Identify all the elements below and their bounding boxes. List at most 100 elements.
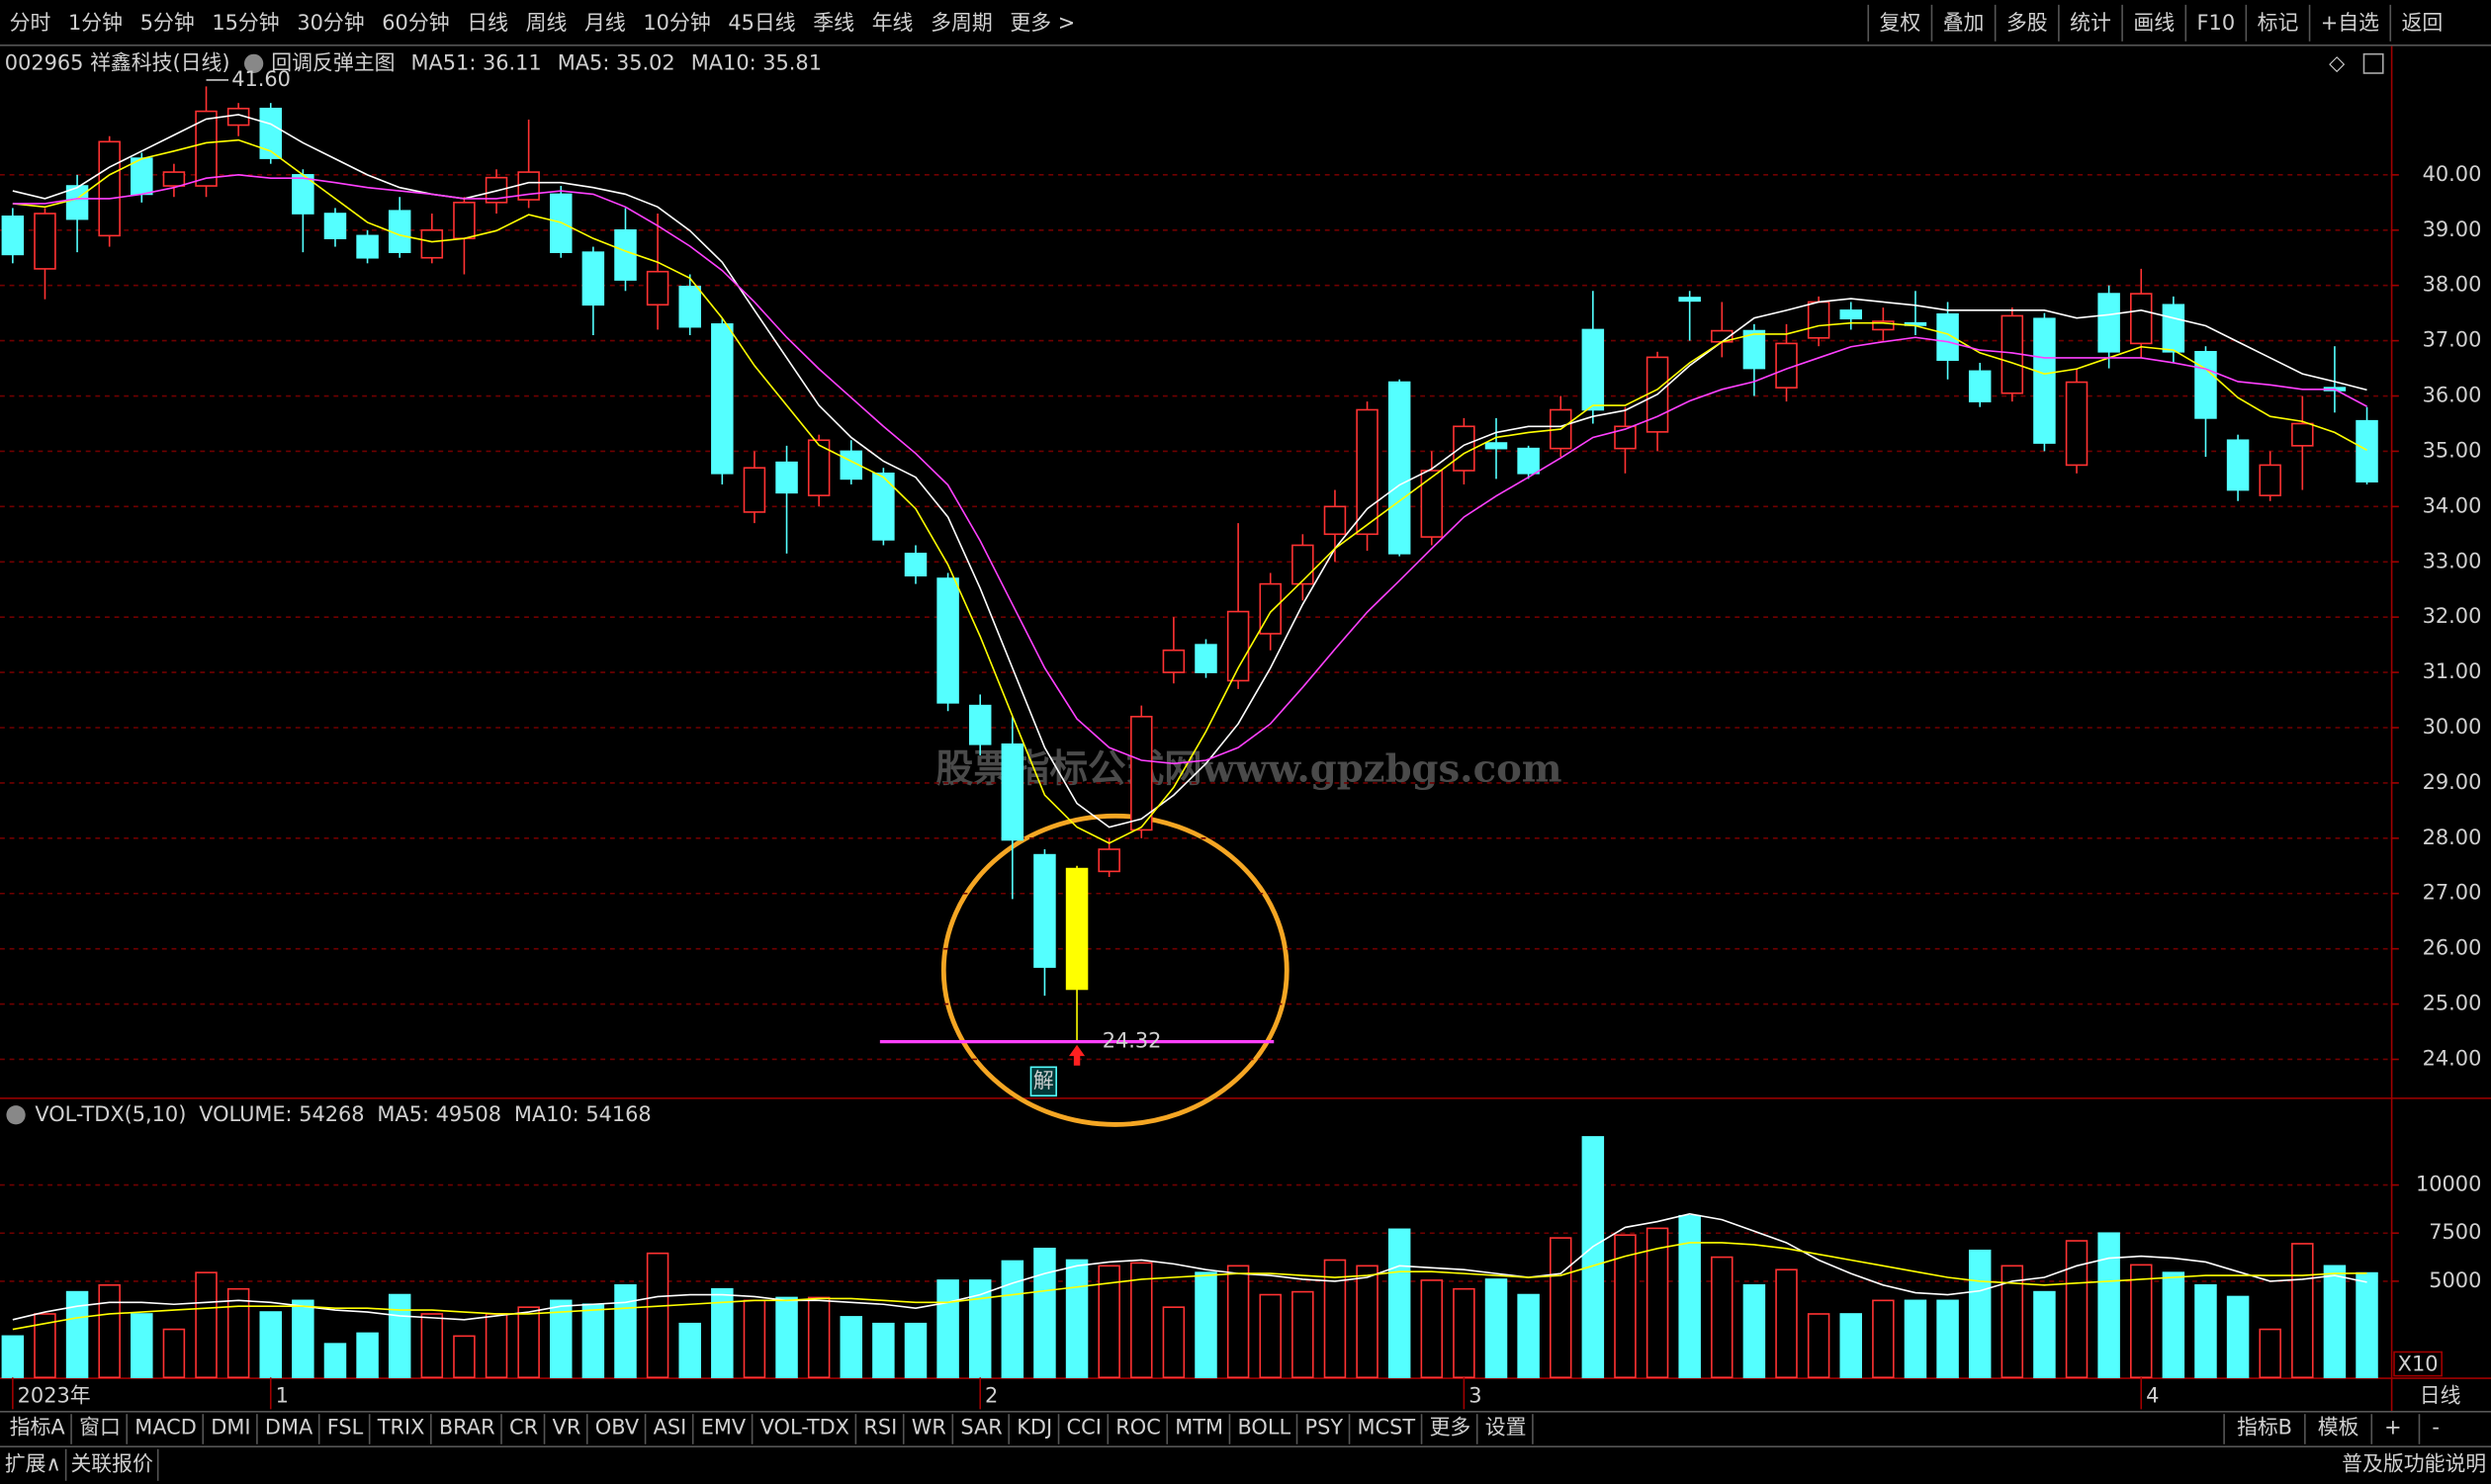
pane-title: VOL-TDX(5,10): [35, 1102, 186, 1126]
indicator-tab[interactable]: RSI: [863, 1416, 897, 1440]
candle-body: [1742, 329, 1766, 370]
period-tab[interactable]: 年线: [872, 11, 914, 35]
indicator-tab[interactable]: DMI: [211, 1416, 250, 1440]
indicator-tab[interactable]: BOLL: [1237, 1416, 1290, 1440]
tool-button[interactable]: +自选: [2321, 11, 2379, 35]
period-tab[interactable]: 日线: [467, 11, 508, 35]
indicator-tab[interactable]: 指标A: [10, 1416, 66, 1440]
volume-bar: [936, 1279, 959, 1379]
indicator-tab-right[interactable]: -: [2432, 1416, 2440, 1440]
volume-bar: [1711, 1256, 1734, 1379]
indicator-tab[interactable]: CCI: [1067, 1416, 1102, 1440]
period-tab[interactable]: 15分钟: [212, 11, 279, 35]
indicator-tab[interactable]: MACD: [134, 1416, 197, 1440]
period-tab[interactable]: 月线: [584, 11, 626, 35]
y-tick-label: 28.00: [2423, 826, 2482, 849]
highlight-circle: [940, 813, 1290, 1127]
candle-body: [453, 202, 476, 239]
period-tab[interactable]: 10分钟: [643, 11, 710, 35]
indicator-tab[interactable]: WR: [912, 1416, 946, 1440]
indicator-tab[interactable]: PSY: [1305, 1416, 1344, 1440]
signal-box: [1029, 1066, 1057, 1097]
tool-button[interactable]: 画线: [2133, 11, 2175, 35]
candle-body: [872, 472, 895, 541]
volume-bar: [1517, 1293, 1540, 1379]
candle-body: [34, 213, 56, 270]
status-item[interactable]: 扩展∧: [5, 1452, 61, 1476]
volume-bar: [65, 1290, 89, 1379]
x-tick-label: 4: [2146, 1384, 2159, 1408]
tool-button[interactable]: 返回: [2402, 11, 2444, 35]
y-tick-label: 7500: [2429, 1220, 2481, 1244]
indicator-tab[interactable]: KDJ: [1017, 1416, 1052, 1440]
candle-body: [1033, 853, 1056, 968]
indicator-tab[interactable]: CR: [509, 1416, 538, 1440]
period-tab[interactable]: 5分钟: [140, 11, 195, 35]
indicator-tab[interactable]: 窗口: [79, 1416, 121, 1440]
volume-bar: [2130, 1264, 2153, 1379]
indicator-tab-right[interactable]: 指标B: [2237, 1416, 2292, 1440]
period-tab[interactable]: 周线: [526, 11, 568, 35]
volume-bar: [388, 1293, 411, 1379]
volume-bar: [323, 1343, 347, 1379]
period-tab[interactable]: 更多 >: [1010, 11, 1075, 35]
candle-body: [1678, 297, 1701, 303]
volume-bar: [34, 1313, 56, 1379]
volume-bar: [840, 1316, 863, 1379]
indicator-tab[interactable]: MCST: [1358, 1416, 1416, 1440]
candle-body: [2162, 304, 2185, 353]
y-tick-label: 30.00: [2423, 715, 2482, 739]
indicator-tab[interactable]: ASI: [654, 1416, 687, 1440]
tool-button[interactable]: 统计: [2070, 11, 2111, 35]
candle-body: [1517, 447, 1540, 475]
tool-button[interactable]: 标记: [2258, 11, 2299, 35]
indicator-tab[interactable]: TRIX: [377, 1416, 425, 1440]
period-tab[interactable]: 分时: [10, 11, 51, 35]
volume-bar: [1646, 1227, 1669, 1379]
period-tab[interactable]: 1分钟: [68, 11, 123, 35]
unit-label: X10: [2398, 1352, 2439, 1375]
status-item[interactable]: 关联报价: [70, 1452, 153, 1476]
volume-bar: [1195, 1271, 1217, 1379]
indicator-tab[interactable]: OBV: [595, 1416, 640, 1440]
indicator-tab[interactable]: VOL-TDX: [760, 1416, 849, 1440]
indicator-tab[interactable]: SAR: [960, 1416, 1002, 1440]
y-tick-label: 10000: [2416, 1173, 2481, 1196]
volume-bar: [226, 1287, 250, 1379]
y-tick-label: 25.00: [2423, 992, 2482, 1015]
volume-ma-line: [12, 1242, 2367, 1331]
tool-button[interactable]: 复权: [1879, 11, 1920, 35]
volume-bar: [356, 1332, 379, 1379]
indicator-tab[interactable]: 更多: [1430, 1416, 1471, 1440]
indicator-tab[interactable]: 设置: [1485, 1416, 1527, 1440]
y-tick-label: 32.00: [2423, 604, 2482, 628]
indicator-tab[interactable]: DMA: [265, 1416, 313, 1440]
tool-button[interactable]: F10: [2197, 11, 2236, 35]
indicator-tab[interactable]: VR: [553, 1416, 581, 1440]
volume-bar: [1839, 1313, 1862, 1379]
indicator-tab[interactable]: EMV: [701, 1416, 747, 1440]
x-tick-label: 2023年: [18, 1384, 91, 1408]
indicator-tab[interactable]: BRAR: [439, 1416, 495, 1440]
candle-body: [807, 439, 831, 496]
period-tab[interactable]: 30分钟: [297, 11, 364, 35]
indicator-tab-right[interactable]: +: [2384, 1416, 2401, 1440]
volume-bar: [1323, 1259, 1347, 1379]
template-name: 回调反弹主图: [271, 50, 395, 74]
tool-button[interactable]: 多股: [2006, 11, 2048, 35]
candle-body: [1195, 644, 1217, 673]
status-help[interactable]: 普及版功能说明: [2342, 1452, 2486, 1476]
tool-button[interactable]: 叠加: [1943, 11, 1985, 35]
period-tab[interactable]: 多周期: [931, 11, 993, 35]
indicator-tab[interactable]: ROC: [1115, 1416, 1160, 1440]
volume-bar: [1356, 1265, 1379, 1379]
period-tab[interactable]: 季线: [813, 11, 854, 35]
indicator-tab[interactable]: FSL: [327, 1416, 364, 1440]
indicator-tab-right[interactable]: 模板: [2318, 1416, 2359, 1440]
indicator-tab[interactable]: MTM: [1175, 1416, 1223, 1440]
candle-body: [98, 140, 121, 237]
period-tab[interactable]: 45日线: [728, 11, 795, 35]
y-tick-label: 35.00: [2423, 438, 2482, 462]
y-tick-label: 38.00: [2423, 273, 2482, 297]
period-tab[interactable]: 60分钟: [382, 11, 449, 35]
